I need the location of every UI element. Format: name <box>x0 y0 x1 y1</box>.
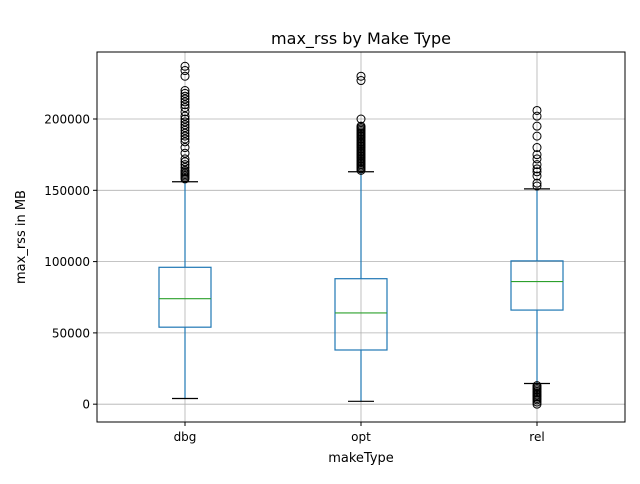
outlier-point <box>180 125 190 135</box>
iqr-box <box>334 278 388 351</box>
box-group-rel <box>510 105 564 409</box>
chart-title: max_rss by Make Type <box>271 29 451 49</box>
outlier-point <box>356 71 366 81</box>
boxes-layer <box>158 61 564 409</box>
outlier-point <box>180 66 190 76</box>
outlier-point <box>532 178 542 188</box>
outlier-point <box>180 148 190 158</box>
y-tick-label: 200000 <box>44 113 90 127</box>
x-tick-label: rel <box>529 430 544 444</box>
box-group-opt <box>334 71 388 402</box>
outlier-point <box>532 171 542 181</box>
outlier-point <box>532 121 542 131</box>
outlier-point <box>532 143 542 153</box>
outlier-point <box>180 103 190 113</box>
outlier-point <box>180 162 190 172</box>
outlier-point <box>180 85 190 95</box>
outlier-point <box>532 154 542 164</box>
outlier-point <box>180 97 190 107</box>
outlier-point <box>180 94 190 104</box>
outlier-point <box>180 61 190 71</box>
box-group-dbg <box>158 61 212 400</box>
outlier-point <box>180 137 190 147</box>
outlier-point <box>532 131 542 141</box>
outlier-point <box>180 111 190 121</box>
x-tick-label: dbg <box>174 430 197 444</box>
outlier-point <box>180 165 190 175</box>
outlier-point <box>180 143 190 153</box>
outlier-point <box>356 76 366 86</box>
outlier-point <box>356 121 366 131</box>
outlier-point <box>180 157 190 167</box>
y-tick-label: 0 <box>82 398 90 412</box>
outlier-point <box>180 154 190 164</box>
outlier-point <box>180 131 190 141</box>
iqr-box <box>510 260 564 311</box>
y-tick-label: 100000 <box>44 255 90 269</box>
outlier-point <box>532 160 542 170</box>
x-axis-label: makeType <box>328 451 394 466</box>
outlier-point <box>532 381 542 391</box>
outlier-point <box>356 114 366 124</box>
ticks-layer: 0 50000 100000 150000 200000 dbg opt rel <box>44 113 545 444</box>
outlier-point <box>532 164 542 174</box>
outlier-point <box>532 105 542 115</box>
y-tick-label: 150000 <box>44 184 90 198</box>
x-tick-label: opt <box>351 430 371 444</box>
outlier-point <box>180 160 190 170</box>
outlier-point <box>532 167 542 177</box>
iqr-box <box>158 266 212 328</box>
outlier-point <box>180 114 190 124</box>
outlier-point <box>180 107 190 117</box>
y-axis-label: max_rss in MB <box>14 190 29 284</box>
outlier-point <box>180 88 190 98</box>
outlier-point <box>532 150 542 160</box>
outlier-point <box>180 117 190 127</box>
outlier-point <box>180 120 190 130</box>
outlier-point <box>180 134 190 144</box>
y-tick-label: 50000 <box>52 326 90 340</box>
outlier-point <box>180 123 190 133</box>
outlier-point <box>180 100 190 110</box>
outlier-point <box>532 399 542 409</box>
outlier-point <box>180 128 190 138</box>
outlier-point <box>532 181 542 191</box>
outlier-point <box>532 111 542 121</box>
outlier-point <box>180 91 190 101</box>
outlier-point <box>180 71 190 81</box>
